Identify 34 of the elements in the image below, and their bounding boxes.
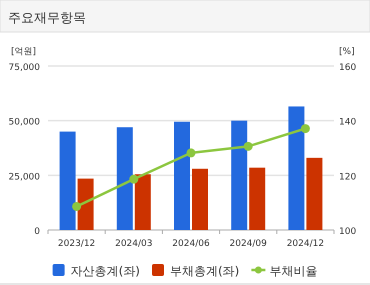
bar <box>134 174 151 230</box>
y-tick-label: 0 <box>34 227 40 237</box>
x-tick-label: 2024/12 <box>286 239 324 249</box>
bar <box>306 158 322 230</box>
point <box>129 174 138 184</box>
y-tick-label: 75,000 <box>8 63 40 73</box>
bar <box>78 178 94 230</box>
y2-tick-label: 160 <box>339 63 356 73</box>
x-tick-label: 2023/12 <box>58 239 96 249</box>
y-axis-title: [억원] <box>10 47 36 57</box>
bar <box>116 127 133 230</box>
y-tick-label: 25,000 <box>8 172 40 182</box>
legend-label: 부채총계(좌) <box>170 264 240 278</box>
bar <box>60 132 76 230</box>
x-tick-label: 2024/06 <box>172 239 210 249</box>
x-tick-label: 2024/03 <box>115 239 152 249</box>
y2-tick-label: 120 <box>339 172 356 182</box>
bar <box>174 122 190 230</box>
chart-title: 주요재무항목 <box>8 11 86 26</box>
bar <box>249 168 266 230</box>
bar <box>192 168 208 230</box>
y-tick-label: 50,000 <box>8 118 40 128</box>
point <box>72 202 82 211</box>
y2-tick-label: 140 <box>339 118 356 128</box>
y2-tick-label: 100 <box>339 227 356 237</box>
x-tick-label: 2024/09 <box>230 239 268 249</box>
legend-label: 자산총계(좌) <box>70 264 140 278</box>
point <box>244 142 253 151</box>
point <box>300 124 310 134</box>
legend-label: 부채비율 <box>269 264 318 278</box>
y2-axis-title: [%] <box>339 47 355 57</box>
point <box>186 148 196 158</box>
bar <box>231 120 248 230</box>
bar <box>288 106 304 230</box>
